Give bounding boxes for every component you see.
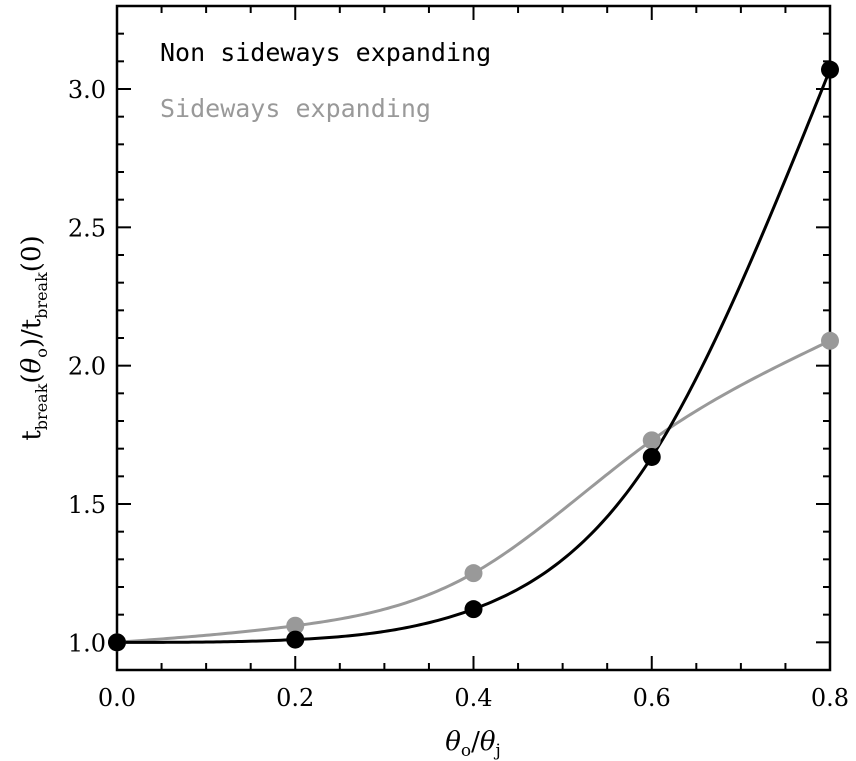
x-tick-labels: 0.0 0.2 0.4 0.6 0.8 xyxy=(98,684,849,712)
data-point-series-1 xyxy=(821,331,839,350)
data-point-series-0 xyxy=(286,630,305,649)
series-line-1 xyxy=(116,339,831,644)
legend-entry-sideways: Sideways expanding xyxy=(160,94,431,123)
series-line-0 xyxy=(116,69,832,644)
data-point-series-0 xyxy=(821,60,839,79)
x-tick-label: 0.0 xyxy=(98,684,136,712)
data-point-series-1 xyxy=(286,616,305,635)
data-point-series-0 xyxy=(108,633,126,652)
y-tick-label: 2.5 xyxy=(68,214,106,242)
series-lines xyxy=(116,69,832,644)
y-tick-labels: 1.0 1.5 2.0 2.5 3.0 xyxy=(68,76,106,657)
y-tick-label: 1.5 xyxy=(68,491,106,519)
x-tick-label: 0.8 xyxy=(811,684,849,712)
series-points xyxy=(108,60,839,652)
y-tick-label: 2.0 xyxy=(68,353,106,381)
legend-entry-non-sideways: Non sideways expanding xyxy=(160,38,491,67)
legend: Non sideways expanding Sideways expandin… xyxy=(160,38,491,123)
axis-ticks xyxy=(116,6,831,670)
data-point-series-1 xyxy=(464,564,483,583)
data-point-series-0 xyxy=(464,600,483,619)
data-point-series-0 xyxy=(642,447,661,466)
y-axis-title: tbreak(θo)/tbreak(0) xyxy=(17,235,51,440)
data-point-series-1 xyxy=(642,431,661,450)
x-tick-label: 0.2 xyxy=(276,684,314,712)
x-tick-label: 0.6 xyxy=(633,684,671,712)
x-axis-title: θo/θj xyxy=(445,727,501,761)
y-tick-label: 1.0 xyxy=(68,629,106,657)
x-tick-label: 0.4 xyxy=(454,684,492,712)
y-tick-label: 3.0 xyxy=(68,76,106,104)
